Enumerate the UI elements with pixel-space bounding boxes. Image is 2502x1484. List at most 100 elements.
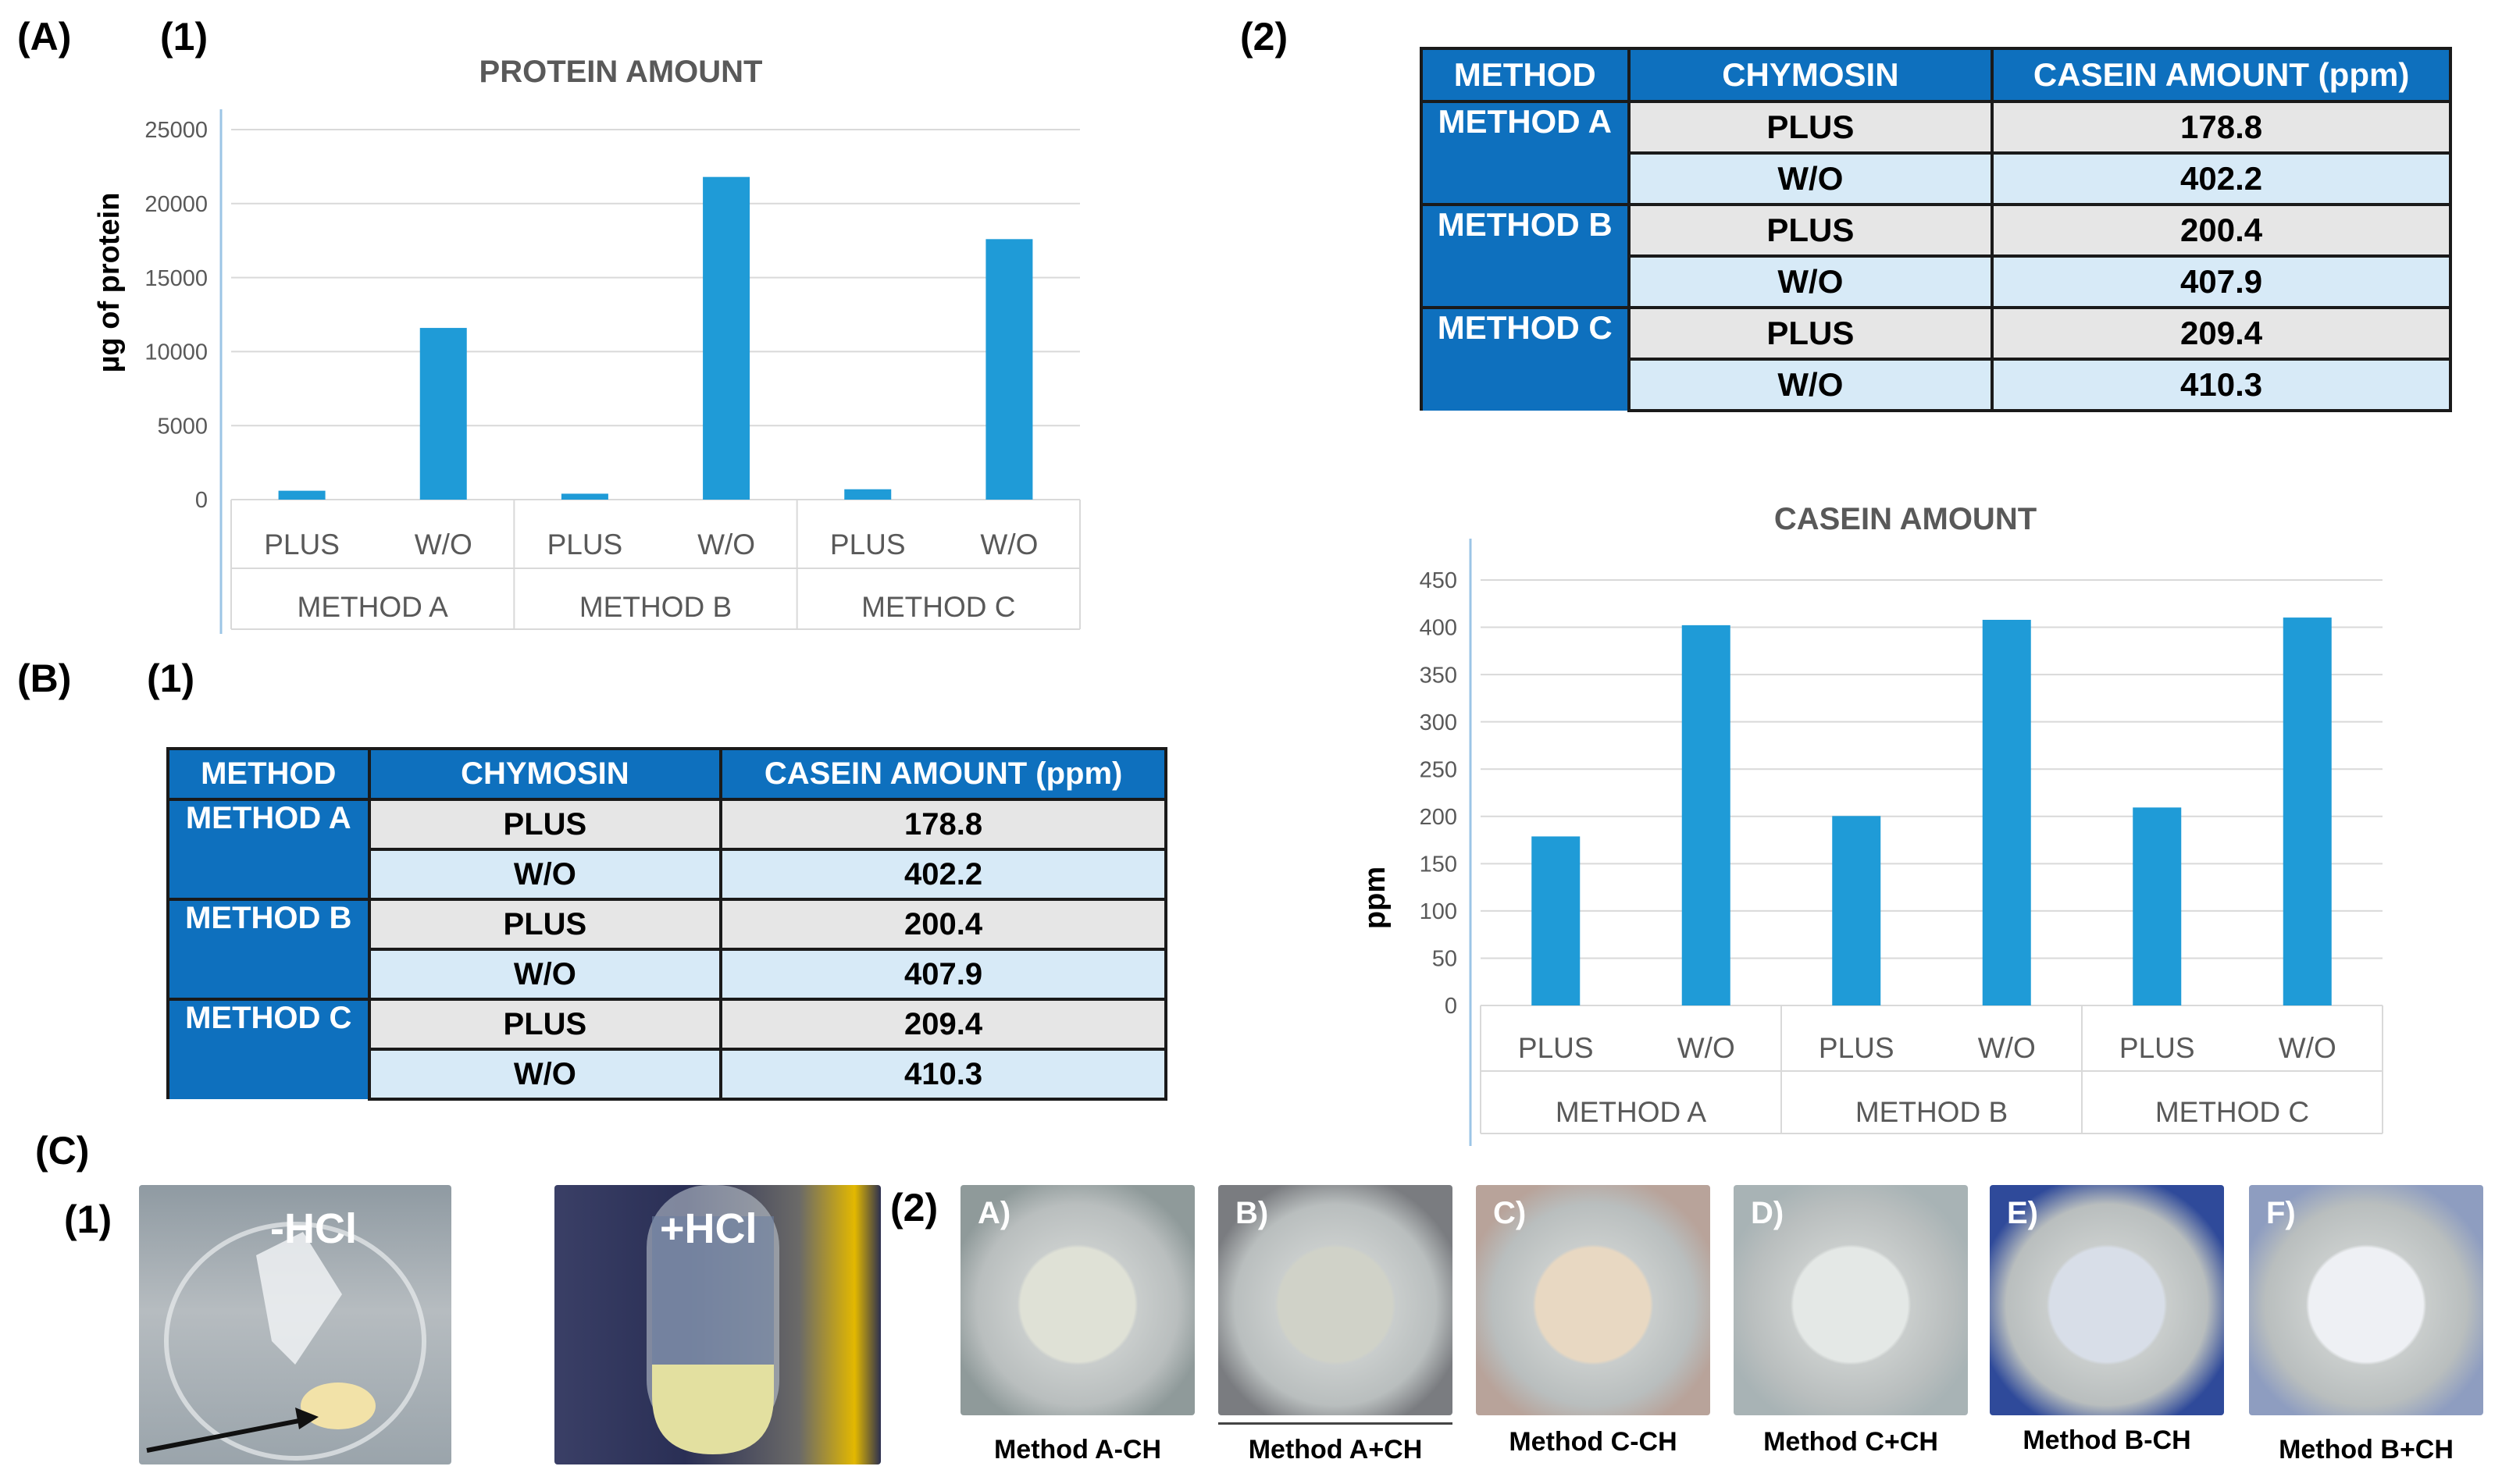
y-tick-label: 20000: [144, 192, 208, 217]
table-row: METHOD B PLUS 200.4: [1420, 203, 2452, 258]
table-cell-chymosin: PLUS: [1627, 100, 1994, 155]
table-cell-casein-amount: 402.2: [719, 848, 1167, 901]
table-header-method: METHOD: [166, 747, 371, 801]
table-cell-casein-amount: 178.8: [1991, 100, 2452, 155]
table-cell-method: METHOD C: [166, 998, 371, 1049]
y-axis-title: ppm: [1359, 867, 1392, 929]
y-tick-label: 250: [1420, 757, 1457, 782]
x-category-label: PLUS: [264, 528, 340, 561]
x-group-label: METHOD A: [298, 591, 449, 623]
table-cell-method: METHOD B: [166, 898, 371, 949]
y-tick-label: 25000: [144, 118, 208, 143]
table-cell-casein-amount: 200.4: [1991, 203, 2452, 258]
table-cell-casein-amount: 402.2: [1991, 151, 2452, 206]
y-tick-label: 0: [195, 488, 208, 513]
table-cell-method: [1420, 359, 1631, 411]
table-cell-chymosin: PLUS: [367, 798, 723, 851]
table-cell-method: METHOD A: [1420, 100, 1631, 153]
table-row: METHOD C PLUS 209.4: [1420, 306, 2452, 361]
bar: [1681, 625, 1730, 1005]
x-group-label: METHOD B: [579, 591, 732, 623]
y-tick-label: 150: [1420, 852, 1457, 877]
table-cell-method: [166, 949, 371, 999]
table-header-casein: CASEIN AMOUNT (ppm): [1991, 47, 2452, 103]
x-category-label: W/O: [415, 528, 472, 561]
photo-lens-d: D): [1734, 1185, 1968, 1415]
bar: [278, 490, 326, 500]
panel-label-c: (C): [35, 1129, 90, 1173]
table-cell-chymosin: PLUS: [367, 998, 723, 1051]
y-tick-label: 0: [1445, 994, 1457, 1019]
photo-lens-f: F): [2249, 1185, 2483, 1415]
table-header-casein: CASEIN AMOUNT (ppm): [719, 747, 1167, 801]
panel-label-c1: (1): [64, 1198, 112, 1241]
bar: [844, 489, 892, 500]
protein-chart: 0 5000 10000 15000 20000 25000 PLUS W/O PLUS W/O P…: [93, 109, 1081, 634]
bar: [561, 493, 608, 500]
bar: [1832, 816, 1881, 1005]
table-cell-chymosin: W/O: [367, 1048, 723, 1101]
table-cell-casein-amount: 209.4: [1991, 306, 2452, 361]
table-row: METHOD C PLUS 209.4: [166, 998, 1167, 1051]
y-tick-label: 300: [1420, 710, 1457, 735]
photo-letter: D): [1751, 1196, 1784, 1230]
table-cell-method: [1420, 256, 1631, 308]
table-cell-method: [1420, 153, 1631, 205]
x-category-label: PLUS: [547, 528, 623, 561]
x-category-label: PLUS: [830, 528, 906, 561]
x-group-label: METHOD A: [1556, 1096, 1707, 1128]
table-cell-chymosin: W/O: [367, 848, 723, 901]
table-row: METHOD A PLUS 178.8: [166, 798, 1167, 851]
y-tick-label: 5000: [157, 414, 208, 439]
x-category-label: W/O: [1978, 1032, 2036, 1064]
photo-caption: Method C-CH: [1509, 1427, 1677, 1457]
protein-chart-title: PROTEIN AMOUNT: [479, 55, 763, 89]
y-tick-label: 15000: [144, 266, 208, 291]
table-row: W/O 402.2: [166, 848, 1167, 901]
y-tick-label: 400: [1420, 616, 1457, 641]
table-row: W/O 407.9: [166, 948, 1167, 1001]
table-cell-method: [166, 849, 371, 899]
table-row: W/O 410.3: [1420, 358, 2452, 412]
table-cell-casein-amount: 200.4: [719, 898, 1167, 951]
y-axis-title: µg of protein: [93, 193, 126, 373]
table-cell-method: METHOD B: [1420, 203, 1631, 256]
table-cell-chymosin: W/O: [1627, 358, 1994, 412]
photo-caption: Method A-CH: [993, 1435, 1162, 1464]
tube-illustration: [146, 1222, 426, 1461]
bar: [1531, 836, 1581, 1005]
panel-label-a: (A): [17, 15, 72, 59]
photo-lens-c: C): [1476, 1185, 1710, 1415]
tube-illustration: [647, 1185, 779, 1454]
x-group-label: METHOD B: [1855, 1096, 2008, 1128]
bar: [2133, 807, 2182, 1005]
photo-letter: E): [2007, 1196, 2038, 1230]
x-group-label: METHOD C: [2155, 1096, 2309, 1128]
table-header-chymosin: CHYMOSIN: [367, 747, 723, 801]
photo-letter: C): [1493, 1196, 1527, 1230]
bar: [1982, 619, 2031, 1005]
x-category-label: W/O: [980, 528, 1038, 561]
table-cell-method: [166, 1049, 371, 1099]
underline: [1218, 1422, 1452, 1425]
x-category-label: PLUS: [2119, 1032, 2195, 1064]
table-row: METHOD B PLUS 200.4: [166, 898, 1167, 951]
y-tick-label: 200: [1420, 805, 1457, 830]
bar: [703, 176, 750, 500]
panel-label-b: (B): [17, 657, 72, 700]
table-cell-method: METHOD A: [166, 798, 371, 849]
y-tick-label: 350: [1420, 663, 1457, 688]
y-tick-label: 10000: [144, 340, 208, 365]
table-cell-chymosin: W/O: [1627, 151, 1994, 206]
table-row: METHOD A PLUS 178.8: [1420, 100, 2452, 155]
table-cell-casein-amount: 410.3: [1991, 358, 2452, 412]
table-cell-chymosin: W/O: [1627, 254, 1994, 309]
table-header-method: METHOD: [1420, 47, 1631, 103]
photo-letter: F): [2266, 1196, 2296, 1230]
table-row: W/O 407.9: [1420, 254, 2452, 309]
panel-label-b1: (1): [147, 657, 195, 700]
table-cell-chymosin: PLUS: [1627, 203, 1994, 258]
panel-label-a1: (1): [160, 15, 208, 59]
table-header-chymosin: CHYMOSIN: [1627, 47, 1994, 103]
table-cell-chymosin: PLUS: [1627, 306, 1994, 361]
